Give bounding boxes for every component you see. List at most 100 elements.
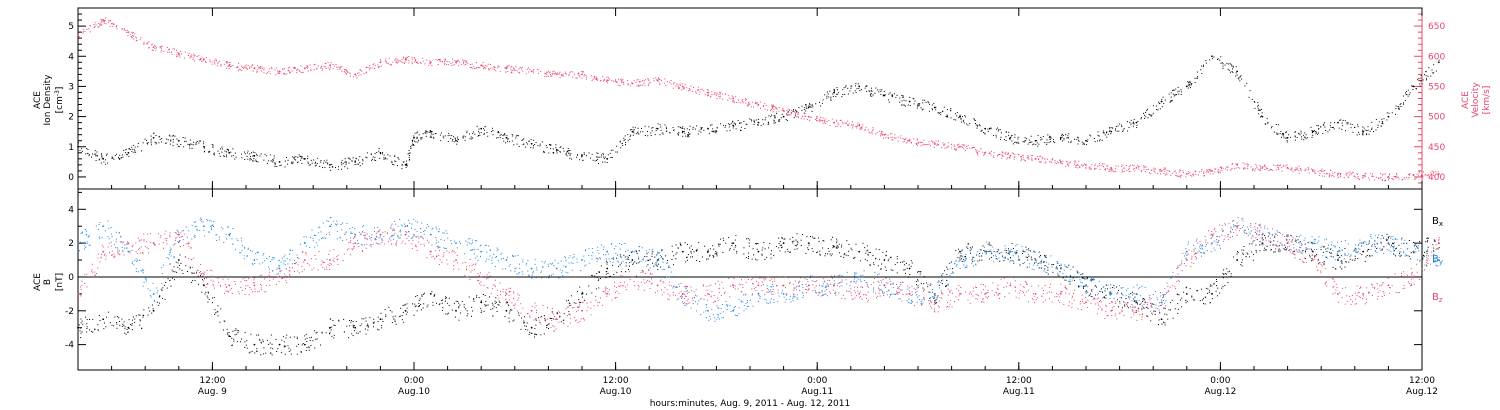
velocity-sample [1134,170,1136,172]
bx-sample [1136,302,1138,304]
velocity-sample [404,61,406,63]
ion-density-sample [678,134,680,136]
bx-sample [373,318,375,320]
velocity-sample [961,146,963,148]
bx-sample [971,259,973,261]
bx-sample [329,331,331,333]
ion-density-sample [569,150,571,152]
bx-sample [1288,249,1290,251]
ion-density-sample [249,153,251,155]
bx-sample [841,244,843,246]
ion-density-sample [980,130,982,132]
velocity-sample [1412,174,1414,176]
ion-density-sample [655,130,657,132]
velocity-sample [1046,158,1048,160]
bx-sample [259,339,261,341]
velocity-sample [1397,176,1399,178]
velocity-sample [800,118,802,120]
velocity-sample [647,78,649,80]
bx-sample [712,256,714,258]
ion-density-sample [1076,138,1078,140]
bx-sample [1124,304,1126,306]
ion-density-sample [484,129,486,131]
ion-density-sample [300,157,302,159]
velocity-sample [163,50,165,52]
velocity-sample [557,72,559,74]
ion-density-sample [191,143,193,145]
bx-sample [232,330,234,332]
bx-sample [658,263,660,265]
velocity-sample [1337,176,1339,178]
velocity-sample [1396,174,1398,176]
velocity-sample [1334,172,1336,174]
velocity-sample [568,73,570,75]
ion-density-sample [1352,131,1354,133]
ion-density-sample [1285,131,1287,133]
bx-sample [220,308,222,310]
ion-density-sample [366,157,368,159]
velocity-sample [200,58,202,60]
ion-density-sample [962,120,964,122]
ion-density-sample [235,156,237,158]
ion-density-sample [598,156,600,158]
bx-sample [505,302,507,304]
bx-sample [1161,323,1163,325]
velocity-sample [488,69,490,71]
ion-density-sample [1173,89,1175,91]
bx-sample [942,273,944,275]
bx-sample [905,272,907,274]
bx-sample [1368,249,1370,251]
bx-sample [836,242,838,244]
velocity-sample [1065,160,1067,162]
ion-density-sample [1108,131,1110,133]
ion-density-sample [430,131,432,133]
bx-sample [628,254,630,256]
bx-sample [1068,264,1070,266]
ion-density-sample [567,150,569,152]
ion-density-sample [927,101,929,103]
ion-density-sample [773,115,775,117]
velocity-sample [1179,175,1181,177]
bx-sample [1141,308,1143,310]
bx-sample [1392,253,1394,255]
bx-sample [114,316,116,318]
ion-density-sample [105,159,107,161]
velocity-sample [596,78,598,80]
bx-sample [888,258,890,260]
bx-sample [1335,268,1337,270]
bx-sample [480,312,482,314]
bx-sample [784,251,786,253]
ion-density-sample [354,160,356,162]
ion-density-sample [199,140,201,142]
velocity-sample [1062,163,1064,165]
ion-density-sample [244,153,246,155]
velocity-sample [283,72,285,74]
bx-sample [351,333,353,335]
bx-sample [487,304,489,306]
bx-sample [1255,250,1257,252]
bx-sample [244,341,246,343]
bx-sample [119,324,121,326]
bx-sample [996,251,998,253]
velocity-sample [585,74,587,76]
bx-sample [1028,255,1030,257]
ion-density-sample [472,131,474,133]
bx-sample [768,247,770,249]
velocity-sample [1407,178,1409,180]
velocity-sample [561,73,563,75]
velocity-sample [633,80,635,82]
velocity-sample [1110,168,1112,170]
bx-sample [1164,324,1166,326]
bx-point [228,335,231,338]
ion-density-sample [959,114,961,116]
bx-sample [484,305,486,307]
bx-sample [518,312,520,314]
ion-density-sample [1205,59,1207,61]
bx-sample [567,306,569,308]
bx-sample [791,240,793,242]
bx-sample [1227,276,1229,278]
bx-sample [1033,250,1035,252]
velocity-sample [1323,172,1325,174]
bx-sample [193,272,195,274]
ion-density-sample [1306,137,1308,139]
